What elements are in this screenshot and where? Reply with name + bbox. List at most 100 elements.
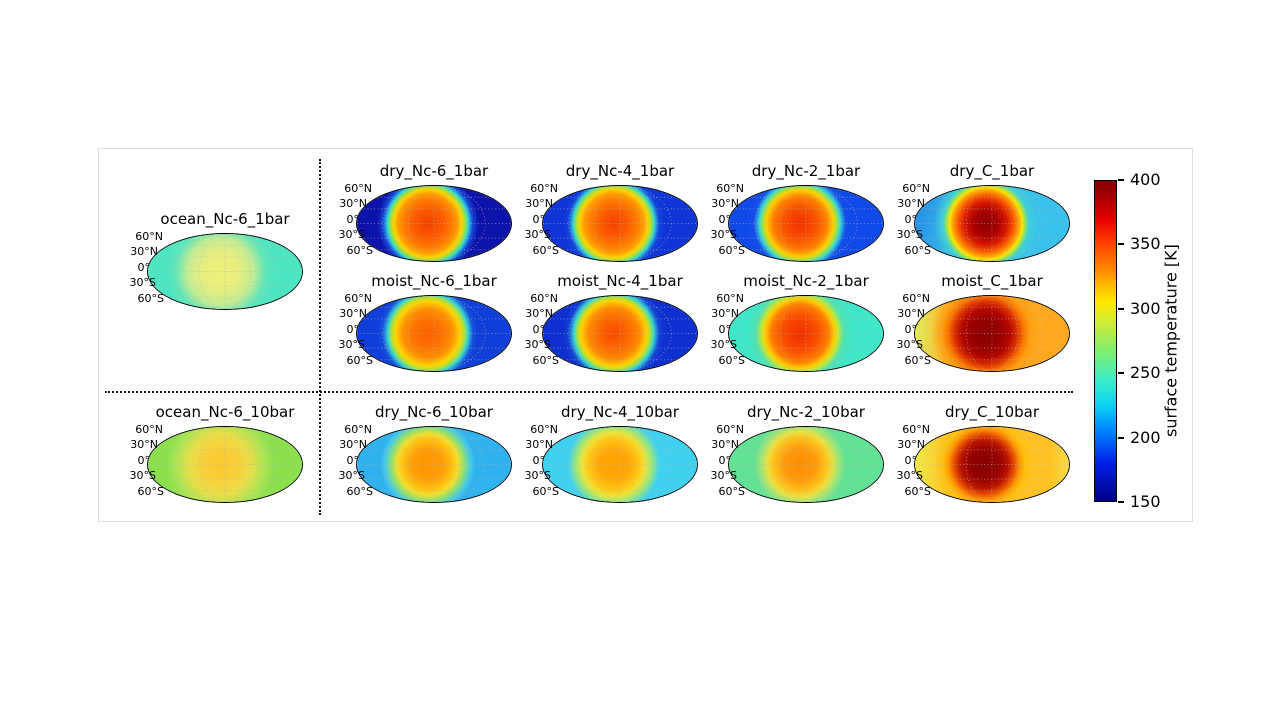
latitude-labels: 60°N 30°N 0° 30°S 60°S bbox=[672, 292, 748, 372]
lat-tick-label: 30°N bbox=[711, 307, 739, 320]
lat-tick-label: 60°N bbox=[902, 182, 930, 195]
panel-ocean_Nc-6_1bar: ocean_Nc-6_1bar 60°N 30°N 0° 30°S 60°S bbox=[130, 210, 303, 310]
colorbar-tick bbox=[1118, 501, 1124, 503]
lat-tick-label: 30°S bbox=[896, 469, 923, 482]
graticule-grid bbox=[148, 234, 302, 309]
lat-tick-label: 30°N bbox=[897, 438, 925, 451]
panel-dry_Nc-6_1bar: dry_Nc-6_1bar 60°N 30°N 0° 30°S 60°S bbox=[339, 162, 512, 262]
map-ellipse bbox=[356, 295, 512, 372]
colorbar-tick bbox=[1118, 308, 1124, 310]
panel-title: dry_C_1bar bbox=[949, 162, 1035, 180]
lat-tick-label: 30°N bbox=[130, 245, 158, 258]
panel-title: moist_Nc-6_1bar bbox=[371, 272, 497, 290]
latitude-labels: 60°N 30°N 0° 30°S 60°S bbox=[300, 423, 376, 503]
colorbar-tick-label: 350 bbox=[1130, 234, 1161, 253]
lat-tick-label: 60°S bbox=[137, 292, 164, 305]
panel-moist_Nc-4_1bar: moist_Nc-4_1bar 60°N 30°N 0° 30°S 60°S bbox=[525, 272, 698, 372]
panel-title: dry_Nc-2_10bar bbox=[747, 403, 865, 421]
graticule-grid bbox=[357, 427, 511, 502]
lat-tick-label: 30°N bbox=[897, 197, 925, 210]
map-ellipse bbox=[728, 185, 884, 262]
lat-tick-label: 60°S bbox=[718, 244, 745, 257]
lat-tick-label: 60°S bbox=[532, 354, 559, 367]
map-ellipse bbox=[356, 426, 512, 503]
map-ellipse bbox=[914, 295, 1070, 372]
panel-title: dry_Nc-6_1bar bbox=[379, 162, 489, 180]
lat-tick-label: 60°N bbox=[902, 423, 930, 436]
lat-tick-label: 60°S bbox=[137, 485, 164, 498]
lat-tick-label: 60°N bbox=[530, 292, 558, 305]
lat-tick-label: 60°S bbox=[904, 354, 931, 367]
lat-tick-label: 30°S bbox=[710, 469, 737, 482]
panel-dry_Nc-2_1bar: dry_Nc-2_1bar 60°N 30°N 0° 30°S 60°S bbox=[711, 162, 884, 262]
graticule-grid bbox=[729, 296, 883, 371]
lat-tick-label: 30°S bbox=[710, 338, 737, 351]
lat-tick-label: 30°S bbox=[524, 338, 551, 351]
latitude-labels: 60°N 30°N 0° 30°S 60°S bbox=[486, 292, 562, 372]
lat-tick-label: 0° bbox=[718, 454, 732, 467]
graticule-grid bbox=[543, 296, 697, 371]
lat-tick-label: 30°N bbox=[339, 307, 367, 320]
panel-dry_Nc-4_10bar: dry_Nc-4_10bar 60°N 30°N 0° 30°S 60°S bbox=[525, 403, 698, 503]
lat-tick-label: 0° bbox=[532, 323, 546, 336]
lat-tick-label: 0° bbox=[137, 261, 151, 274]
lat-tick-label: 0° bbox=[532, 454, 546, 467]
panel-title: moist_Nc-4_1bar bbox=[557, 272, 683, 290]
lat-tick-label: 60°S bbox=[346, 354, 373, 367]
lat-tick-label: 30°S bbox=[524, 469, 551, 482]
colorbar-tick-label: 150 bbox=[1130, 492, 1161, 511]
panel-dry_C_10bar: dry_C_10bar 60°N 30°N 0° 30°S 60°S bbox=[897, 403, 1070, 503]
panel-dry_Nc-2_10bar: dry_Nc-2_10bar 60°N 30°N 0° 30°S 60°S bbox=[711, 403, 884, 503]
panel-title: dry_Nc-4_10bar bbox=[561, 403, 679, 421]
lat-tick-label: 30°S bbox=[129, 276, 156, 289]
map-ellipse bbox=[728, 295, 884, 372]
graticule-grid bbox=[915, 427, 1069, 502]
lat-tick-label: 60°N bbox=[344, 182, 372, 195]
lat-tick-label: 60°S bbox=[346, 485, 373, 498]
lat-tick-label: 60°N bbox=[530, 182, 558, 195]
lat-tick-label: 30°N bbox=[897, 307, 925, 320]
panel-title: ocean_Nc-6_1bar bbox=[160, 210, 290, 228]
lat-tick-label: 60°S bbox=[904, 485, 931, 498]
latitude-labels: 60°N 30°N 0° 30°S 60°S bbox=[672, 183, 748, 262]
map-ellipse bbox=[356, 185, 512, 262]
panel-dry_Nc-6_10bar: dry_Nc-6_10bar 60°N 30°N 0° 30°S 60°S bbox=[339, 403, 512, 503]
colorbar: 400 350 300 250 200 150 surface temperature [… bbox=[1094, 172, 1190, 510]
lat-tick-label: 30°N bbox=[525, 197, 553, 210]
lat-tick-label: 60°S bbox=[532, 485, 559, 498]
lat-tick-label: 30°S bbox=[524, 228, 551, 241]
colorbar-tick-label: 300 bbox=[1130, 299, 1161, 318]
colorbar-tick-label: 250 bbox=[1130, 363, 1161, 382]
lat-tick-label: 60°N bbox=[902, 292, 930, 305]
panel-dry_C_1bar: dry_C_1bar 60°N 30°N 0° 30°S 60°S bbox=[897, 162, 1070, 262]
lat-tick-label: 30°S bbox=[710, 228, 737, 241]
panel-moist_C_1bar: moist_C_1bar 60°N 30°N 0° 30°S 60°S bbox=[897, 272, 1070, 372]
lat-tick-label: 60°N bbox=[716, 292, 744, 305]
lat-tick-label: 60°N bbox=[135, 230, 163, 243]
colorbar-tick bbox=[1118, 179, 1124, 181]
latitude-labels: 60°N 30°N 0° 30°S 60°S bbox=[858, 423, 934, 503]
map-ellipse bbox=[914, 185, 1070, 262]
graticule-grid bbox=[543, 427, 697, 502]
lat-tick-label: 60°S bbox=[718, 354, 745, 367]
figure-frame: 400 350 300 250 200 150 surface temperature [… bbox=[98, 148, 1193, 522]
colorbar-tick-label: 200 bbox=[1130, 428, 1161, 447]
graticule-grid bbox=[357, 186, 511, 261]
lat-tick-label: 30°N bbox=[339, 197, 367, 210]
map-ellipse bbox=[542, 426, 698, 503]
lat-tick-label: 0° bbox=[346, 454, 360, 467]
latitude-labels: 60°N 30°N 0° 30°S 60°S bbox=[486, 182, 562, 262]
latitude-labels: 60°N 30°N 0° 30°S 60°S bbox=[300, 182, 376, 262]
lat-tick-label: 0° bbox=[904, 213, 918, 226]
map-ellipse bbox=[728, 426, 884, 503]
lat-tick-label: 60°N bbox=[344, 423, 372, 436]
lat-tick-label: 0° bbox=[346, 213, 360, 226]
colorbar-tick bbox=[1118, 372, 1124, 374]
lat-tick-label: 0° bbox=[904, 454, 918, 467]
ocean-column-divider bbox=[319, 159, 321, 515]
latitude-labels: 60°N 30°N 0° 30°S 60°S bbox=[858, 182, 934, 262]
lat-tick-label: 60°N bbox=[344, 292, 372, 305]
latitude-labels: 60°N 30°N 0° 30°S 60°S bbox=[91, 230, 167, 310]
graticule-grid bbox=[729, 427, 883, 502]
colorbar-tick bbox=[1118, 437, 1124, 439]
